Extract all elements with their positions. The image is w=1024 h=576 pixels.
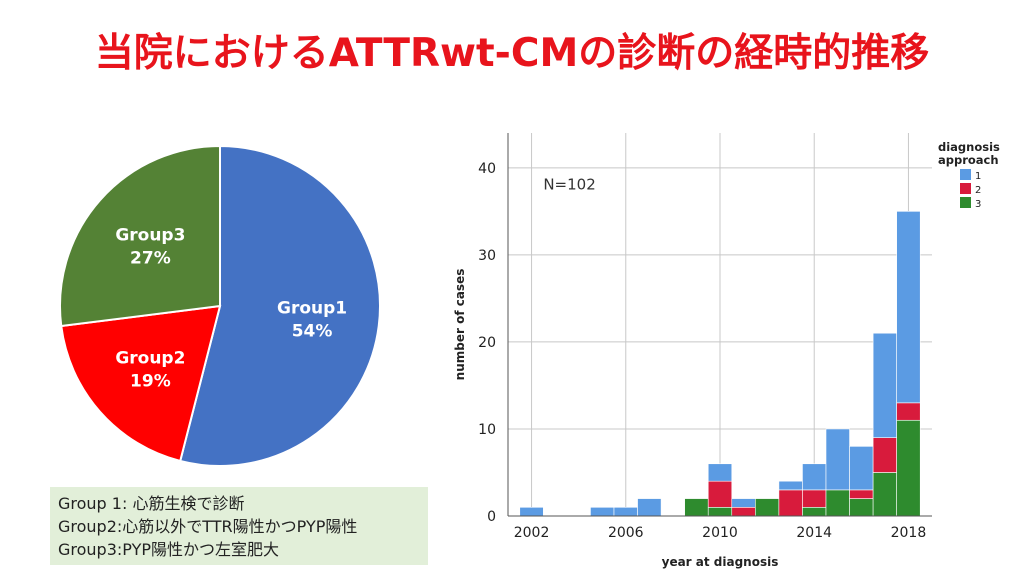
bar-segment-2014-approach-2 (802, 489, 827, 508)
bar-segment-2006-approach-1 (613, 506, 638, 517)
bar-segment-2018-approach-2 (896, 402, 921, 421)
y-tick-label: 10 (478, 422, 496, 438)
legend-swatch-approach-1 (960, 169, 971, 180)
legend-label-approach-2: 2 (975, 185, 981, 196)
pie-slice-group2 (60, 304, 222, 463)
legend-line-group3: Group3:PYP陽性かつ左室肥大 (58, 540, 280, 559)
bar-segment-2011-approach-1 (731, 498, 756, 508)
pie-slice-group3 (59, 144, 221, 328)
x-tick-label: 2014 (796, 525, 832, 541)
bar-segment-2015-approach-3 (825, 489, 850, 517)
pie-percent-group1: 54% (292, 322, 333, 342)
bar-segment-2018-approach-1 (896, 211, 921, 404)
bar-segment-2009-approach-3 (684, 498, 709, 517)
pie-label-group3: Group3 (115, 226, 185, 246)
legend-swatch-approach-2 (960, 183, 971, 194)
y-tick-label: 20 (478, 335, 496, 351)
bar-segment-2013-approach-1 (778, 480, 803, 491)
x-tick-label: 2002 (514, 525, 550, 541)
pie-chart: Group1 54% Group2 19% Group3 27% (59, 144, 381, 467)
legend-label-approach-3: 3 (975, 199, 981, 210)
bar-segment-2010-approach-3 (707, 506, 733, 517)
x-tick-label: 2006 (608, 525, 644, 541)
pie-percent-group3: 27% (130, 249, 171, 269)
sample-size-annotation: N=102 (543, 176, 595, 194)
y-tick-label: 40 (478, 161, 496, 177)
legend-swatch-approach-3 (960, 197, 971, 208)
bar-segment-2014-approach-1 (802, 463, 827, 491)
pie-label-group1: Group1 (277, 299, 347, 319)
legend-label-approach-1: 1 (975, 171, 981, 182)
y-tick-label: 30 (478, 248, 496, 264)
bar-segment-2012-approach-3 (755, 498, 780, 517)
bar-segment-2017-approach-2 (872, 437, 897, 473)
bar-segment-2016-approach-1 (849, 446, 874, 491)
x-tick-label: 2010 (702, 525, 738, 541)
bar-segment-2014-approach-3 (802, 506, 827, 517)
slide-title: 当院におけるATTRwt-CMの診断の経時的推移 (94, 31, 930, 76)
bar-segment-2007-approach-1 (637, 498, 662, 517)
legend-title: diagnosis (938, 140, 1000, 154)
stacked-bar-chart: 0 10 20 30 40 2002 2006 2010 2014 2018 year at dia… (453, 133, 1000, 569)
bar-segment-2015-approach-1 (825, 428, 850, 491)
bar-segment-2013-approach-2 (778, 489, 803, 517)
legend-title: approach (938, 153, 999, 167)
legend-line-group2: Group2:心筋以外でTTR陽性かつPYP陽性 (58, 517, 358, 536)
y-axis-title: number of cases (453, 269, 467, 381)
bar-segment-2010-approach-2 (707, 480, 733, 508)
legend-line-group1: Group 1: 心筋生検で診断 (58, 494, 245, 513)
bar-segment-2017-approach-1 (872, 332, 897, 438)
bar-segment-2011-approach-2 (731, 506, 756, 517)
pie-slice-group1 (178, 144, 381, 467)
group-legend-box: Group 1: 心筋生検で診断 Group2:心筋以外でTTR陽性かつPYP陽… (50, 487, 428, 565)
bar-segment-2017-approach-3 (872, 472, 897, 517)
x-tick-label: 2018 (891, 525, 927, 541)
bar-segment-2016-approach-2 (849, 489, 874, 499)
bar-segment-2016-approach-3 (849, 498, 874, 517)
bar-segment-2005-approach-1 (590, 506, 615, 517)
bar-segment-2018-approach-3 (896, 419, 921, 517)
x-axis-title: year at diagnosis (662, 555, 779, 569)
y-tick-label: 0 (487, 509, 496, 525)
pie-label-group2: Group2 (115, 348, 185, 368)
bar-segment-2002-approach-1 (519, 506, 544, 517)
bar-segment-2010-approach-1 (707, 463, 733, 482)
pie-percent-group2: 19% (130, 371, 171, 391)
